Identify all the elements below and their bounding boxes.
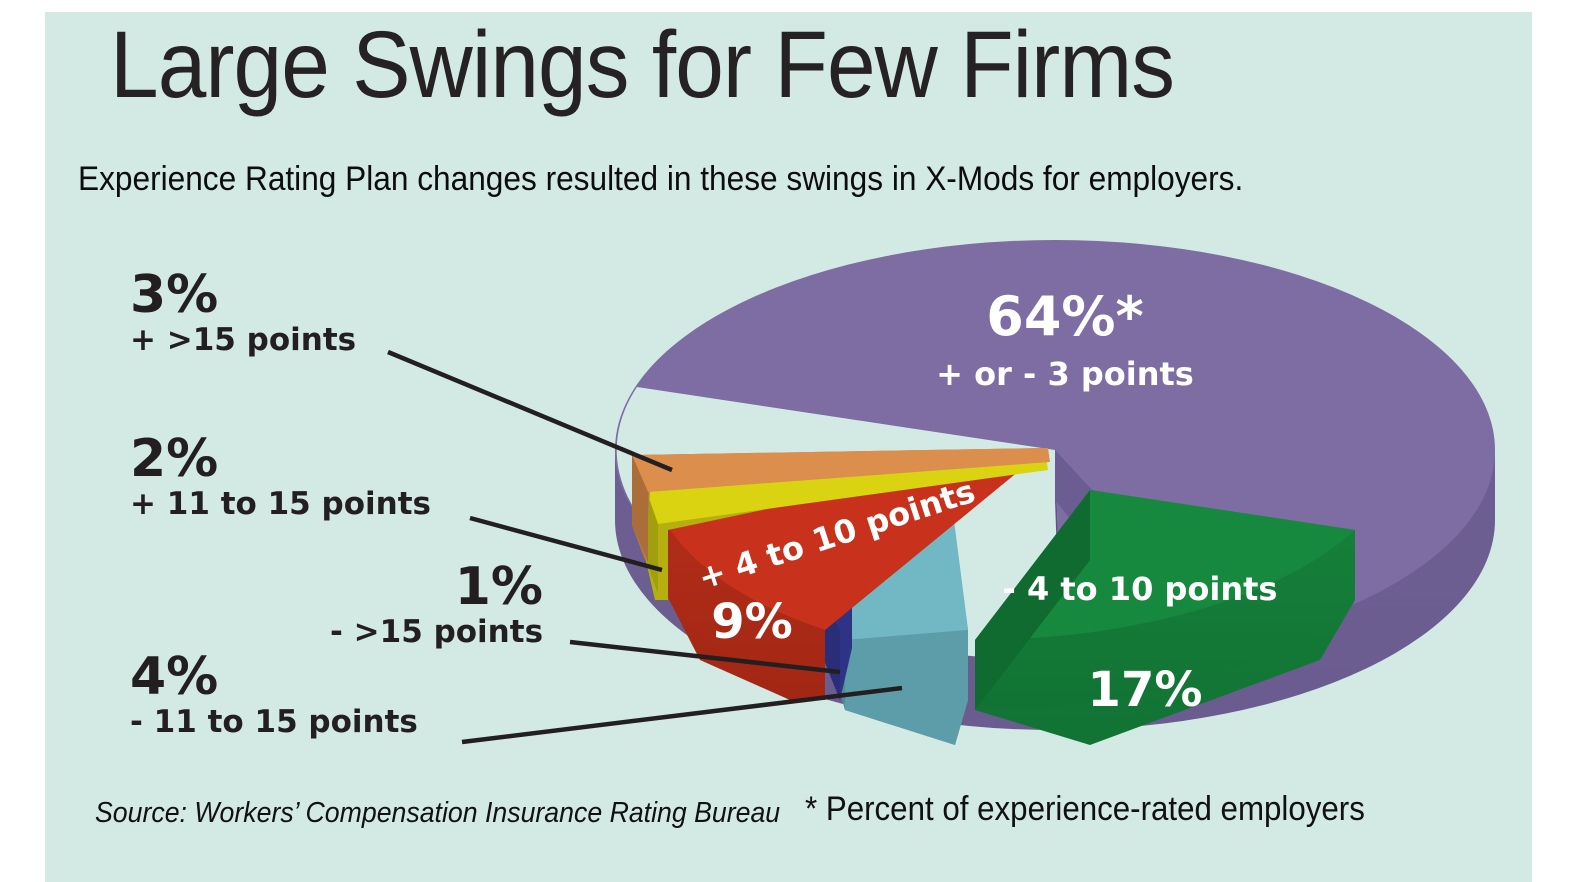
slice-red-3d <box>660 452 1042 700</box>
callout-label: - 11 to 15 points <box>130 703 418 740</box>
leader-line-1pct <box>569 639 841 675</box>
callout-percent: 3% <box>130 265 219 325</box>
callout-minus-gt15: 1% - >15 points <box>330 560 543 649</box>
callout-percent: 2% <box>130 429 219 489</box>
leader-line-4pct <box>461 685 903 745</box>
slice-label-purple-range: + or - 3 points <box>936 355 1194 393</box>
slice-orange-top <box>632 448 1050 492</box>
source-line: Source: Workers’ Compensation Insurance … <box>95 797 781 829</box>
slice-blue-side <box>820 487 935 700</box>
slice-label-red-percent: 9% <box>711 594 793 650</box>
slice-red-rim <box>660 512 825 700</box>
slice-label-green-range: - 4 to 10 points <box>1003 570 1278 608</box>
callout-plus-gt15: 3% + >15 points <box>130 268 356 357</box>
callout-minus-11-15: 4% - 11 to 15 points <box>130 650 418 739</box>
leader-lines <box>387 349 903 745</box>
callout-label: + 11 to 15 points <box>130 485 431 522</box>
slice-green-left-face <box>975 490 1090 710</box>
slice-label-green-percent: 17% <box>1088 662 1203 718</box>
callout-percent: 4% <box>130 647 219 707</box>
footnote-line: * Percent of experience-rated employers <box>805 790 1365 828</box>
leader-line-3pct <box>387 349 673 473</box>
leader-line-2pct <box>469 515 663 573</box>
page-subtitle: Experience Rating Plan changes resulted … <box>78 160 1244 198</box>
slice-green-3d <box>975 490 1355 745</box>
slice-green-rim <box>975 530 1355 710</box>
slice-red-top <box>660 452 1042 630</box>
slice-label-purple-percent: 64%* <box>986 285 1144 348</box>
callout-label: + >15 points <box>130 321 357 358</box>
callout-plus-11-15: 2% + 11 to 15 points <box>130 432 431 521</box>
page-title: Large Swings for Few Firms <box>110 12 1175 118</box>
callout-percent: 1% <box>454 557 544 617</box>
callout-label: - >15 points <box>330 613 544 650</box>
slice-teal-front-face <box>845 630 968 745</box>
slice-orange-left-face <box>632 455 648 562</box>
slice-orange-3d <box>632 448 1050 562</box>
